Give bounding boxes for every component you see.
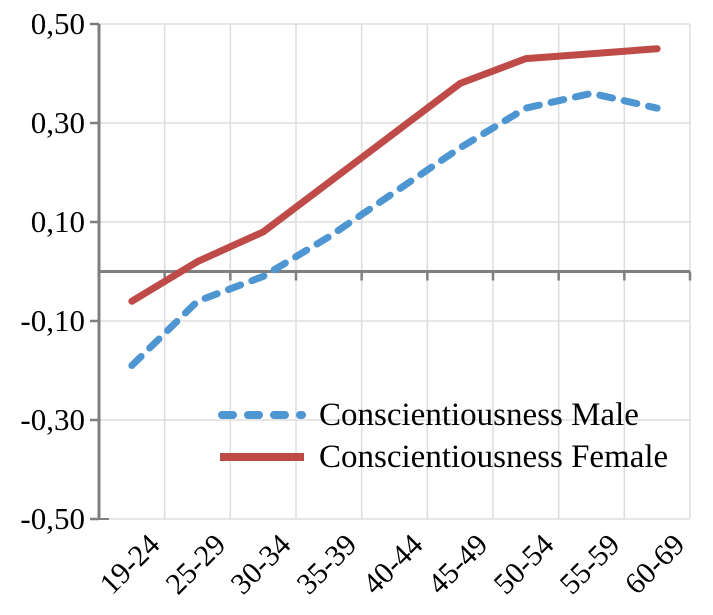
- y-axis-tick-label: 0,50: [30, 6, 85, 41]
- legend-item-female: Conscientiousness Female: [218, 436, 668, 478]
- y-axis-tick-label: 0,10: [30, 204, 85, 239]
- series-line-male: [128, 89, 661, 370]
- y-axis-tick-label: 0,30: [30, 105, 85, 140]
- y-axis-tick-label: -0,30: [20, 402, 85, 437]
- series-line-female: [128, 45, 661, 305]
- legend-label-male: Conscientiousness Male: [319, 397, 639, 433]
- y-axis-tick-label: -0,10: [20, 303, 85, 338]
- legend-label-female: Conscientiousness Female: [319, 439, 669, 475]
- legend-key-male-dashed-line-icon: [218, 411, 306, 419]
- legend-item-male: Conscientiousness Male: [218, 394, 668, 436]
- y-axis-tick-label: -0,50: [20, 501, 85, 536]
- legend-key-female-solid-line-icon: [220, 453, 304, 461]
- legend: Conscientiousness Male Conscientiousness…: [218, 394, 668, 478]
